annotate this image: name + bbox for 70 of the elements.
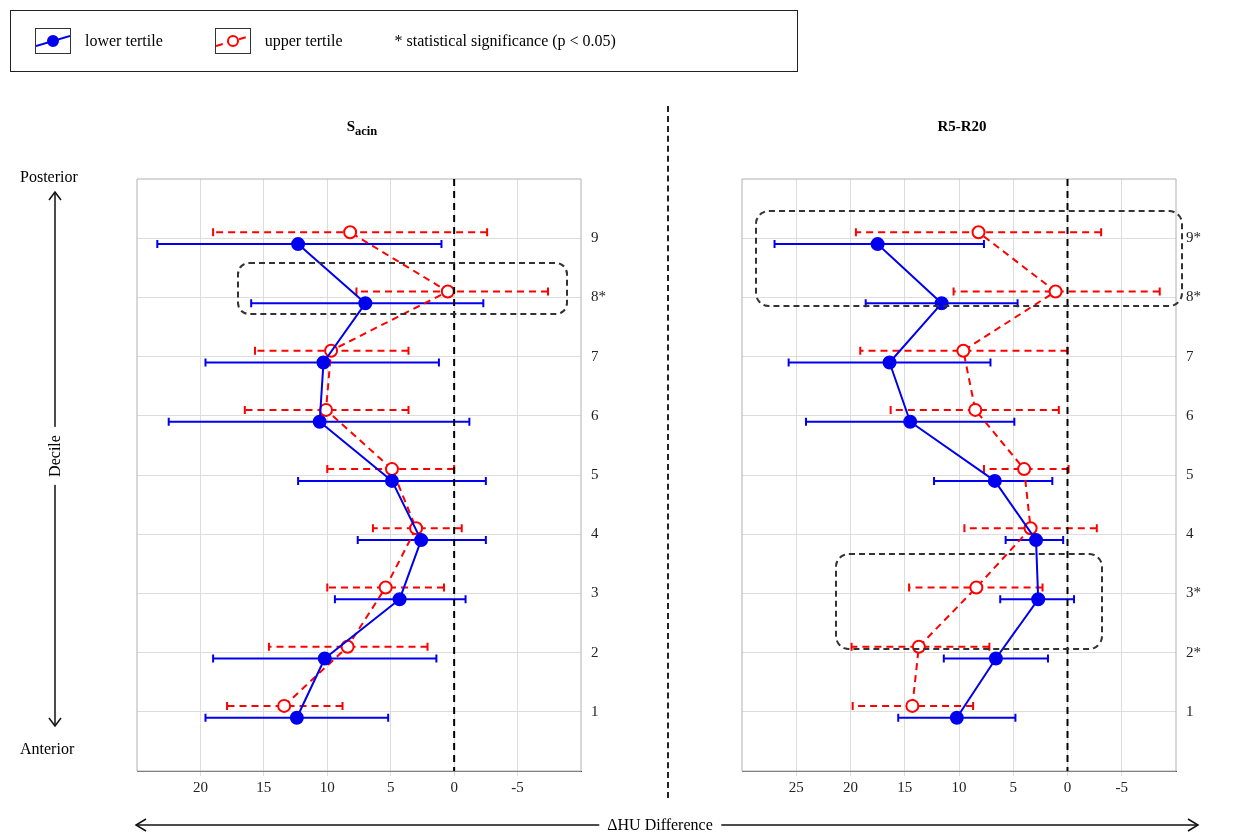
text: Anterior: [20, 740, 75, 758]
x-tick-label: 5: [1009, 778, 1017, 795]
x-tick-label: 20: [843, 778, 858, 795]
point: [384, 462, 399, 477]
point: [319, 402, 334, 417]
point: [316, 355, 331, 370]
y-tick-label: 4: [591, 525, 599, 542]
point: [378, 580, 393, 595]
point: [968, 402, 983, 417]
x-tick-label: 0: [1063, 778, 1072, 795]
y-tick-label: 9*: [1186, 229, 1201, 246]
chart-title: S$_{acin}$: [345, 118, 379, 139]
point: [1017, 462, 1032, 477]
point: [949, 710, 964, 725]
y-axis-title: Decile: [46, 427, 64, 485]
point: [987, 473, 1002, 488]
x-tick-label: 20: [192, 778, 208, 795]
y-tick-label: 6: [1186, 406, 1194, 423]
y-tick-label: 5: [591, 465, 599, 482]
y-tick-label: 7: [1186, 347, 1194, 364]
y-tick-label: 6: [591, 406, 599, 423]
point: [956, 343, 971, 358]
point: [1029, 533, 1044, 548]
point: [969, 580, 984, 595]
y-tick-label: 3*: [1186, 584, 1201, 601]
y-tick-label: 9: [591, 229, 599, 246]
point: [343, 225, 358, 240]
point: [312, 414, 327, 429]
y-tick-label: 7: [591, 347, 599, 364]
point: [903, 414, 918, 429]
point: [1031, 592, 1046, 607]
point: [905, 698, 920, 713]
point: [882, 355, 897, 370]
point: [317, 651, 332, 666]
chart-title: R5-R20: [936, 118, 988, 135]
x-tick-label: 10: [319, 778, 335, 795]
y-tick-label: 8*: [591, 288, 606, 305]
legend-label: upper tertile: [264, 32, 343, 50]
point: [277, 698, 292, 713]
x-tick-label: 15: [897, 778, 913, 795]
x-tick-label: 5: [386, 778, 395, 795]
y-tick-label: 8*: [1186, 288, 1201, 305]
y-tick-label: 1: [1186, 702, 1194, 719]
x-tick-label: -5: [511, 778, 524, 795]
point: [1048, 284, 1063, 299]
point: [384, 473, 399, 488]
point: [291, 237, 306, 252]
text: * statistical significance (p < 0.05): [394, 32, 616, 50]
y-tick-label: 1: [591, 702, 599, 719]
point: [988, 651, 1003, 666]
x-tick-label: 0: [450, 778, 458, 795]
point: [870, 237, 885, 252]
point: [414, 533, 429, 548]
y-tick-label: 2*: [1186, 643, 1201, 660]
point: [392, 592, 407, 607]
x-tick-label: 25: [788, 778, 804, 795]
text: Posterior: [20, 168, 78, 186]
y-tick-label: 4: [1186, 525, 1194, 542]
y-tick-label: 5: [1186, 465, 1194, 482]
point: [440, 284, 455, 299]
x-tick-label: -5: [1115, 778, 1128, 795]
point: [971, 225, 986, 240]
point: [358, 296, 373, 311]
point: [289, 710, 304, 725]
y-tick-label: 3: [591, 584, 599, 601]
x-axis-title: ΔHU Difference: [599, 816, 721, 834]
x-tick-label: 10: [951, 778, 967, 795]
legend-label: lower tertile: [85, 32, 163, 50]
x-tick-label: 15: [256, 778, 272, 795]
y-tick-label: 2: [591, 643, 599, 660]
